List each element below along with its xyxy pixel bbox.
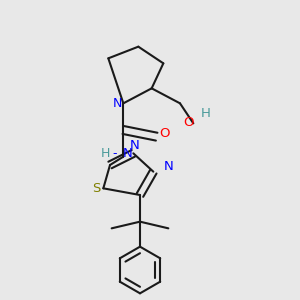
Text: N: N (163, 160, 173, 173)
Text: -: - (113, 147, 117, 160)
Text: N: N (122, 147, 132, 160)
Text: N: N (113, 97, 122, 110)
Text: H: H (201, 107, 211, 121)
Text: H: H (100, 147, 110, 160)
Text: O: O (159, 128, 170, 140)
Text: S: S (92, 182, 101, 196)
Text: N: N (130, 140, 140, 152)
Text: O: O (183, 116, 193, 129)
